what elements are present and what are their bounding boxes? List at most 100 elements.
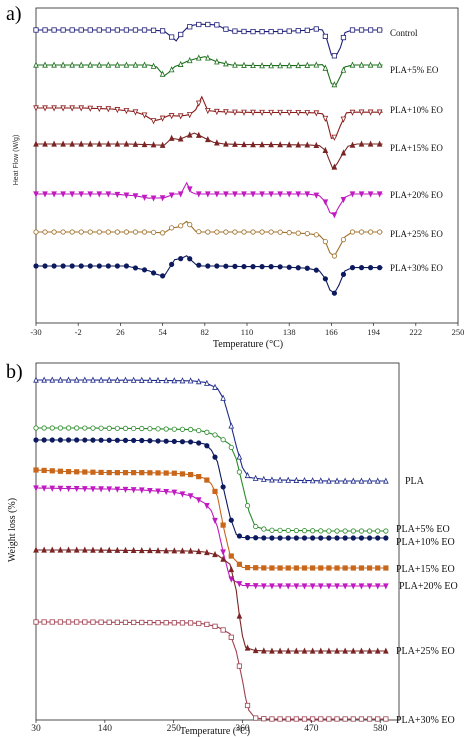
data-point	[349, 61, 356, 68]
x-tick-label: 30	[31, 724, 41, 734]
data-point	[168, 192, 175, 199]
data-point	[171, 547, 178, 554]
x-tick-label: 110	[241, 327, 253, 337]
data-point	[260, 475, 267, 482]
data-point	[139, 437, 145, 444]
data-point	[78, 191, 85, 198]
data-point	[286, 264, 292, 270]
data-point	[277, 141, 283, 148]
data-point	[139, 470, 145, 476]
data-point	[358, 535, 365, 541]
data-point	[33, 376, 39, 383]
data-point	[241, 109, 247, 116]
data-point	[114, 546, 121, 553]
series-6	[33, 619, 389, 722]
data-point	[171, 620, 177, 626]
data-point	[51, 105, 57, 112]
data-point	[293, 647, 300, 654]
data-point	[196, 262, 202, 268]
data-point	[98, 486, 104, 493]
data-point	[342, 528, 348, 534]
data-point	[87, 140, 94, 147]
data-point	[33, 140, 39, 147]
data-point	[105, 140, 112, 147]
data-point	[141, 194, 148, 201]
series-line	[36, 621, 387, 720]
data-point	[309, 477, 316, 484]
data-point	[350, 535, 356, 541]
data-point	[269, 476, 275, 483]
data-point	[74, 425, 80, 431]
data-point	[220, 484, 226, 490]
data-point	[268, 141, 274, 148]
data-point	[42, 229, 48, 235]
data-point	[131, 437, 137, 444]
data-point	[322, 33, 328, 40]
data-point	[147, 470, 153, 476]
data-point	[122, 619, 129, 625]
data-point	[159, 70, 166, 77]
data-point	[269, 716, 275, 722]
data-point	[241, 61, 247, 68]
data-point	[74, 437, 80, 443]
data-point	[285, 647, 292, 654]
tga-y-axis-title: Weight loss (%)	[7, 498, 18, 562]
data-point	[228, 517, 234, 523]
data-point	[171, 426, 177, 432]
data-point	[122, 376, 129, 383]
data-point	[374, 583, 381, 590]
data-point	[159, 141, 166, 148]
data-point	[204, 54, 211, 61]
data-point	[349, 264, 356, 271]
data-point	[313, 61, 320, 68]
data-point	[367, 109, 374, 116]
data-point	[196, 229, 202, 235]
data-point	[310, 565, 316, 571]
data-point	[220, 522, 226, 528]
data-point	[383, 565, 389, 571]
data-point	[163, 426, 169, 432]
data-point	[196, 474, 202, 480]
data-point	[51, 27, 57, 33]
data-point	[342, 565, 348, 571]
data-point	[212, 432, 218, 438]
data-point	[252, 646, 259, 654]
data-point	[204, 621, 210, 628]
data-point	[51, 140, 57, 147]
data-point	[69, 140, 75, 147]
data-point	[304, 27, 310, 33]
data-point	[350, 583, 357, 590]
data-point	[340, 271, 347, 277]
data-point	[295, 141, 302, 148]
data-point	[90, 486, 96, 493]
data-point	[122, 546, 129, 553]
data-point	[138, 487, 145, 494]
data-point	[150, 27, 157, 33]
data-point	[132, 27, 139, 33]
data-point	[57, 546, 64, 553]
data-point	[244, 564, 251, 571]
x-tick-label: 470	[304, 724, 319, 734]
data-point	[114, 61, 121, 68]
data-point	[65, 546, 72, 553]
series-2	[33, 95, 383, 141]
data-point	[204, 548, 210, 556]
data-point	[78, 61, 85, 68]
data-point	[277, 264, 283, 270]
data-point	[244, 535, 251, 541]
data-point	[301, 476, 308, 484]
data-point	[57, 376, 64, 383]
data-point	[358, 264, 365, 271]
data-point	[310, 528, 316, 534]
data-point	[340, 237, 347, 243]
data-point	[214, 229, 220, 235]
data-point	[171, 489, 178, 496]
data-point	[376, 109, 383, 116]
data-point	[214, 139, 220, 146]
data-point	[277, 229, 283, 235]
data-point	[322, 146, 329, 154]
data-point	[331, 53, 338, 59]
data-point	[155, 620, 161, 626]
data-point	[187, 493, 194, 500]
data-point	[220, 555, 226, 562]
